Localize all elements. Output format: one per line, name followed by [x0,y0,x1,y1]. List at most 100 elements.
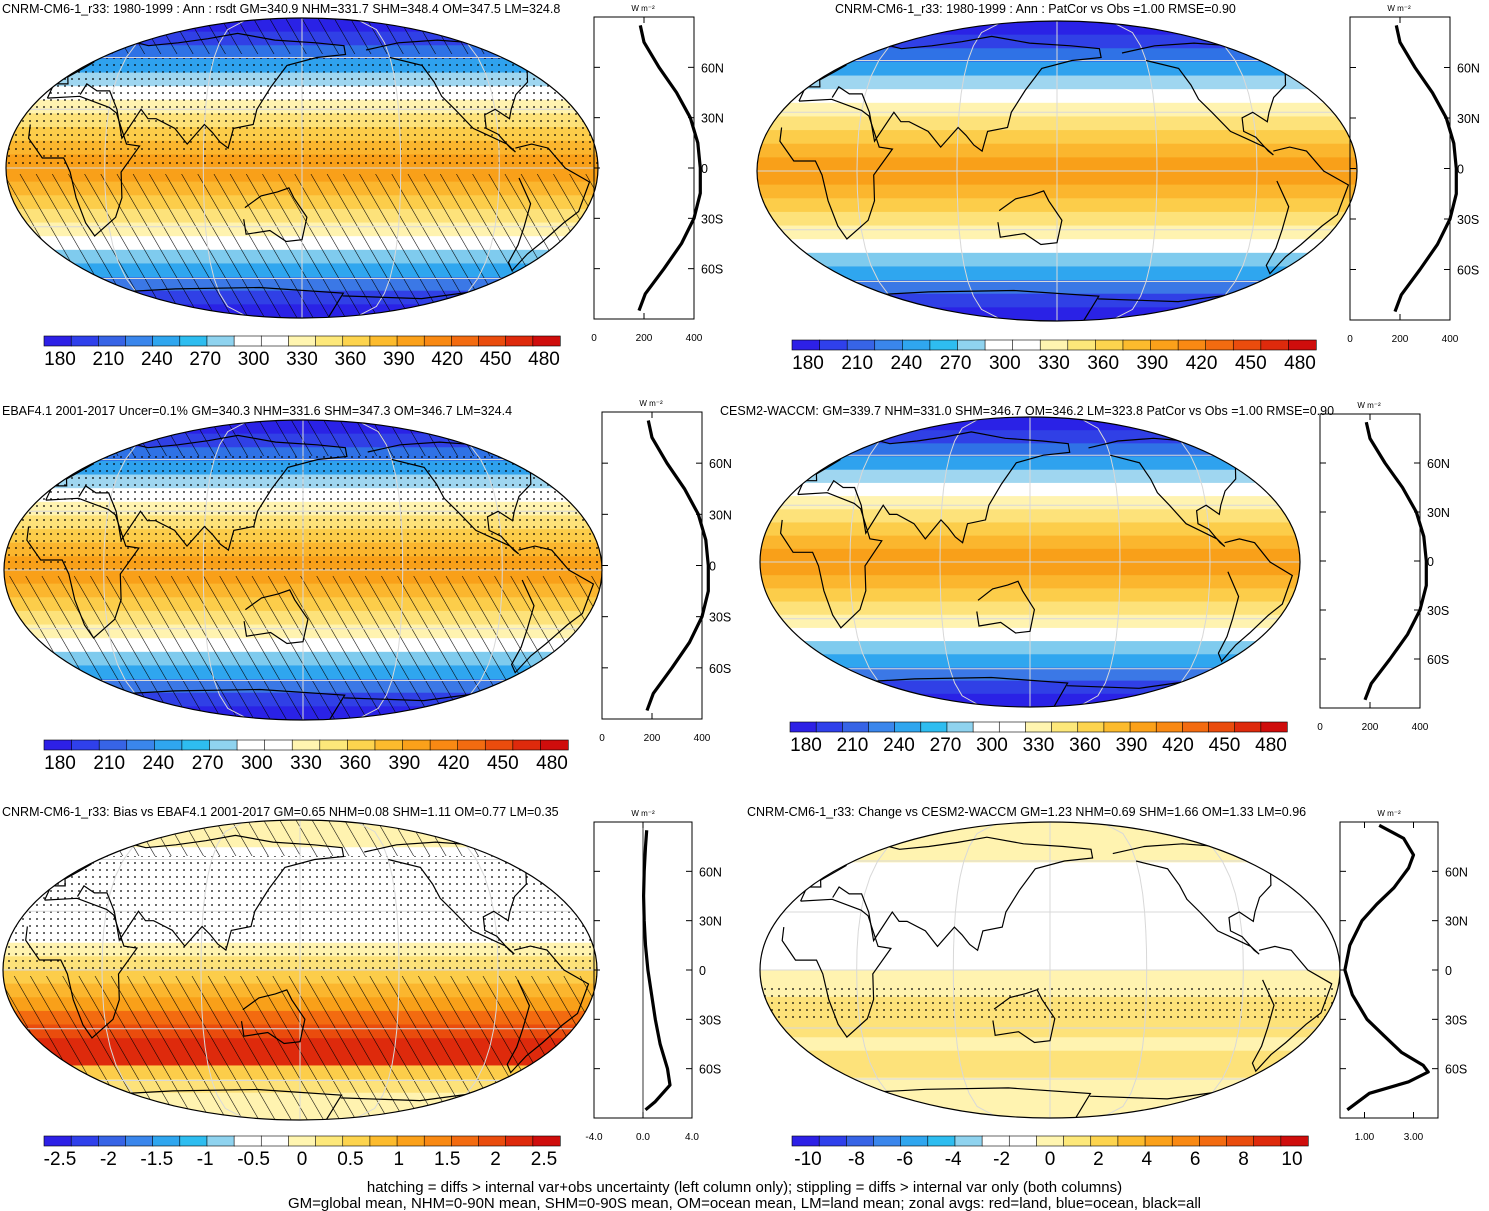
zonal-x-label: 200 [1362,722,1379,733]
coastline [243,187,308,243]
coastline [997,190,1063,246]
zonal-x-label: 400 [1442,334,1459,345]
colorbar-swatch [291,739,321,751]
colorbar-swatch [540,739,569,751]
colorbar-swatch [868,721,896,733]
zonal-lat-label: 60S [1457,264,1479,278]
colorbar-swatch [873,1135,902,1147]
colorbar-tick-label: -4 [945,1149,962,1170]
chart-panel-1: CNRM-CM6-1_r33: 1980-1999 : Ann : rsdt G… [2,2,724,370]
colorbar-swatch [957,339,986,351]
colorbar-swatch [791,339,821,351]
colorbar-swatch [478,1135,507,1147]
zonal-mean-plot: W m⁻² 60N 30N 0 30S 60S -4.0 0.0 4.0 [585,809,722,1143]
graticule-meridian [856,21,952,321]
zonal-lat-label: 0 [699,964,706,978]
coastline [1265,146,1350,275]
zonal-mean-plot: W m⁻² 60N 30N 0 30S 60S 0 200 400 [599,399,732,744]
colorbar-tick-label: 8 [1238,1149,1249,1170]
colorbar-tick-label: 180 [792,353,824,374]
zonal-x-label: 200 [636,333,653,344]
zonal-lat-label: 60S [701,263,723,277]
zonal-lat-label: 30N [701,112,724,126]
graticule-meridian [939,417,983,707]
colorbar-swatch [505,335,534,347]
colorbar-swatch [484,739,514,751]
colorbar-tick-label: -2 [993,1149,1010,1170]
colorbar-tick-label: 480 [528,349,560,370]
panel-title: CNRM-CM6-1_r33: Bias vs EBAF4.1 2001-201… [2,805,559,819]
zonal-lat-label: 0 [1445,964,1452,978]
colorbar-tick-label: 0 [297,1149,308,1170]
colorbar-swatch [1144,1135,1173,1147]
colorbar-swatch [1051,721,1079,733]
zonal-lat-label: 30N [1457,112,1480,126]
colorbar-tick-label: 360 [335,349,367,370]
coastline [243,589,309,645]
colorbar-swatch [315,1135,344,1147]
zonal-x-label: 0 [1347,334,1353,345]
colorbar-tick-label: 450 [480,349,512,370]
colorbar-swatch [818,1135,847,1147]
coastline [781,898,892,1039]
coastline [507,143,591,272]
colorbar-tick-label: 240 [883,735,915,756]
colorbar-tick-label: 360 [1069,735,1101,756]
colorbar-tick-label: 10 [1281,1149,1302,1170]
colorbar-tick-label: -8 [848,1149,865,1170]
zonal-frame [593,16,695,320]
graticule-meridian [952,822,1000,1118]
colorbar-tick-label: 210 [837,735,869,756]
zonal-lat-label: 60S [1427,653,1449,667]
colorbar-tick-label: 390 [389,753,421,774]
zonal-profile-line [642,830,672,1112]
colorbar-swatch [1234,721,1262,733]
graticule-meridian [408,420,503,720]
zonal-lat-label: 0 [709,560,716,574]
coastline [992,988,1056,1044]
colorbar-swatch [396,335,425,347]
colorbar-swatch [1008,1135,1038,1147]
zonal-lat-label: 30S [1427,604,1449,618]
colorbar-swatch [288,335,317,347]
colorbar-swatch [1012,339,1041,351]
colorbar-swatch [423,335,452,347]
colorbar-swatch [369,335,398,347]
colorbar-swatch [260,335,290,347]
colorbar-tick-label: 450 [487,753,519,774]
colorbar-swatch [1260,339,1290,351]
graticule-meridian [1162,21,1258,321]
colorbar-tick-label: 240 [891,353,923,374]
colorbar-swatch [791,1135,820,1147]
zonal-x-label: 200 [1392,334,1409,345]
zonal-lat-label: 60N [1457,62,1480,76]
colorbar-swatch [260,1135,290,1147]
colorbar-swatch [1253,1135,1282,1147]
graticule-meridian [406,18,500,318]
zonal-profile-line [1393,25,1458,313]
colorbar-swatch [206,335,235,347]
colorbar-swatch [125,1135,154,1147]
colorbar-swatch [1095,339,1124,351]
coastline [1251,945,1333,1073]
map-area [760,822,1340,1118]
colorbar-tick-label: 210 [841,353,873,374]
colorbar-tick-label: 240 [141,349,173,370]
colorbar-swatch [505,1135,534,1147]
colorbar-tick-label: 270 [940,353,972,374]
zonal-frame [1349,16,1451,321]
colorbar-swatch [981,1135,1010,1147]
colorbar-swatch [209,739,238,751]
zonal-x-label: 0 [1317,722,1323,733]
colorbar-tick-label: 270 [930,735,962,756]
colorbar-swatch [369,1135,398,1147]
colorbar-swatch [1182,721,1210,733]
zonal-units-label: W m⁻² [631,809,655,818]
coastline [27,95,141,237]
colorbar-swatch [98,335,127,347]
zonal-profile-line [1363,421,1428,701]
graticule-meridian [856,822,948,1118]
colorbar-swatch [43,1135,72,1147]
graticule-meridian [1125,417,1211,707]
colorbar-swatch [1039,339,1069,351]
